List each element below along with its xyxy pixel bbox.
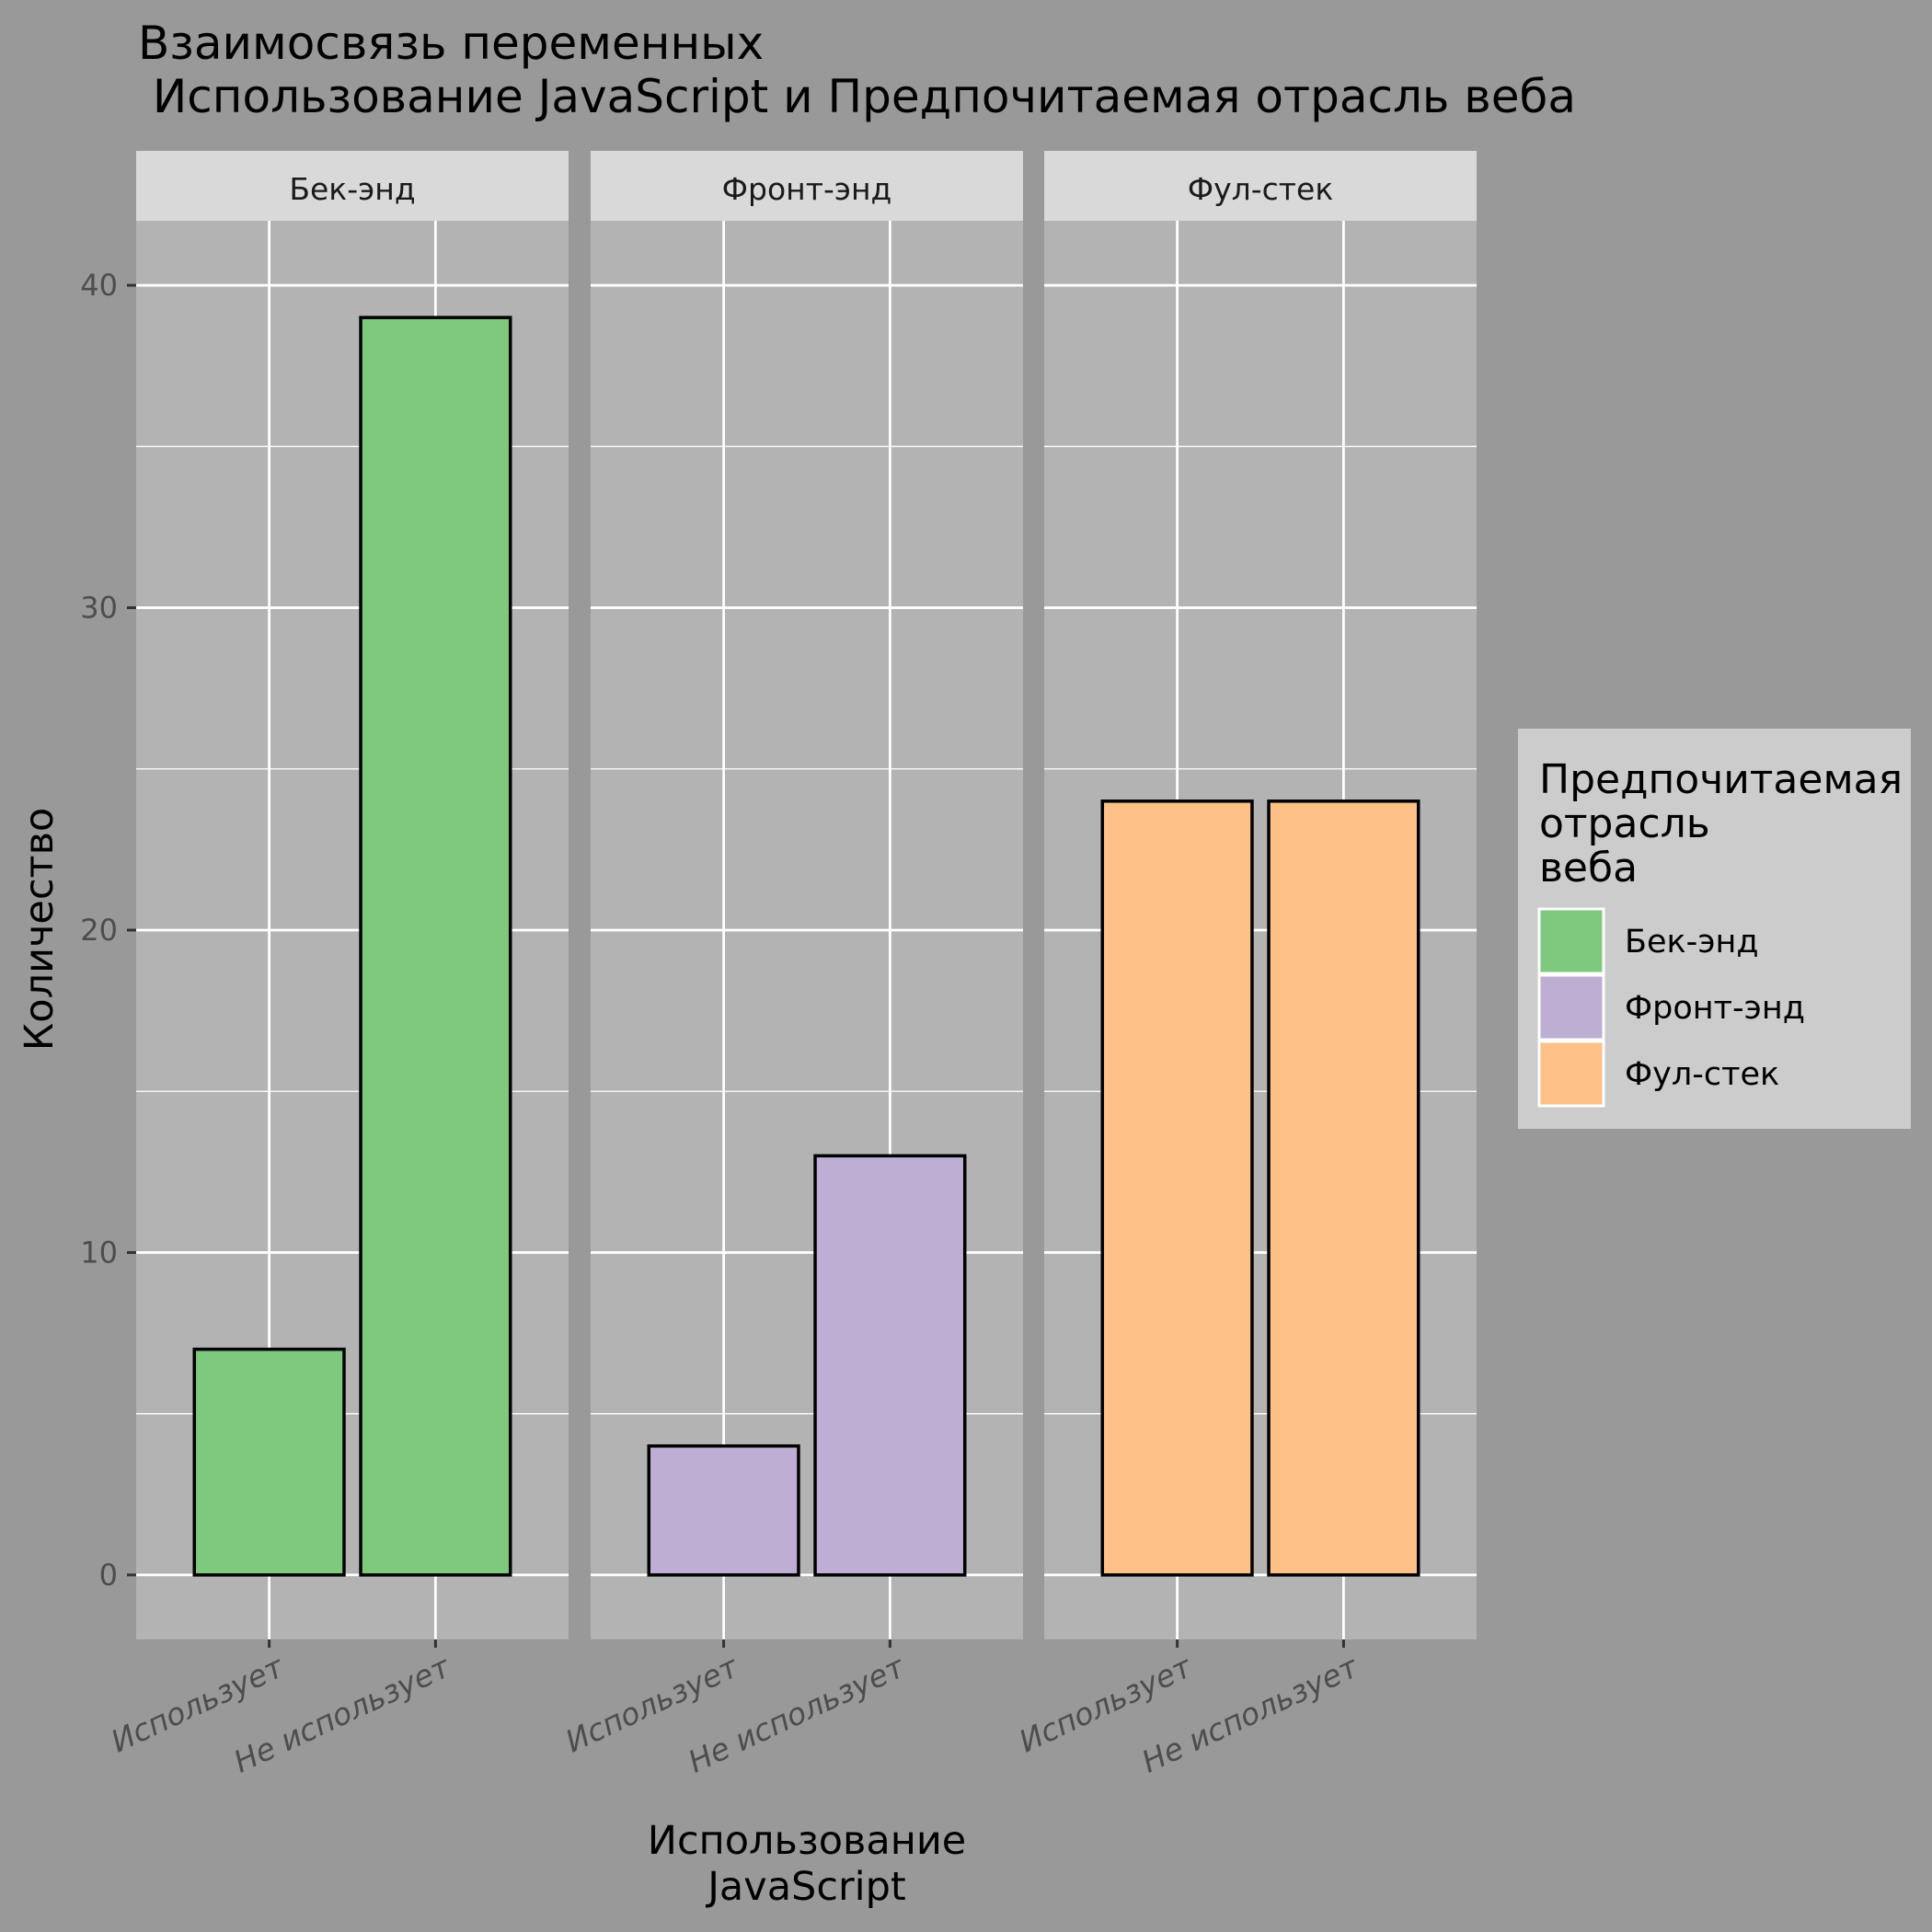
bar [1267, 799, 1420, 1577]
facet-strip-label: Бек-энд [289, 171, 415, 207]
x-axis-title-line-1: Использование [648, 1818, 966, 1864]
bar [359, 316, 512, 1577]
y-tick-label: 0 [99, 1558, 118, 1593]
legend-title-line-2: отрасль [1539, 800, 1710, 847]
legend-title-line-1: Предпочитаемая [1539, 756, 1903, 803]
legend-items: Бек-энд Фронт-энд Фул-стек [1537, 907, 1805, 1108]
chart-title-line-1: Взаимосвязь переменных [138, 17, 764, 70]
bar [813, 1154, 967, 1577]
legend-label: Бек-энд [1625, 924, 1759, 960]
bar [192, 1347, 346, 1577]
bar [1100, 799, 1254, 1577]
bar [647, 1443, 800, 1577]
y-tick-label: 10 [80, 1235, 118, 1270]
legend-label: Фул-стек [1625, 1056, 1779, 1093]
legend-key [1537, 973, 1605, 1041]
y-tick-label: 30 [80, 591, 118, 626]
facet-strip-label: Фул-стек [1188, 171, 1334, 207]
y-axis-title: Количество [17, 808, 63, 1051]
x-axis-title-line-2: JavaScript [705, 1864, 906, 1910]
y-axis: 0 10 20 30 40 [80, 268, 136, 1593]
facet-strip [1044, 151, 1477, 221]
legend-label: Фронт-энд [1625, 990, 1805, 1027]
y-tick-label: 20 [80, 913, 118, 948]
legend-title-line-3: веба [1539, 845, 1638, 891]
chart-title-line-2: Использование JavaScript и Предпочитаема… [138, 70, 1576, 123]
y-tick-label: 40 [80, 268, 118, 303]
facet-strip [136, 151, 569, 221]
facet-strip [591, 151, 1023, 221]
legend-key [1537, 907, 1605, 975]
facet-strip-label: Фронт-энд [722, 171, 892, 207]
legend: Предпочитаемая отрасль веба Бек-энд Фронт… [1518, 729, 1911, 1129]
legend-key [1537, 1040, 1605, 1108]
